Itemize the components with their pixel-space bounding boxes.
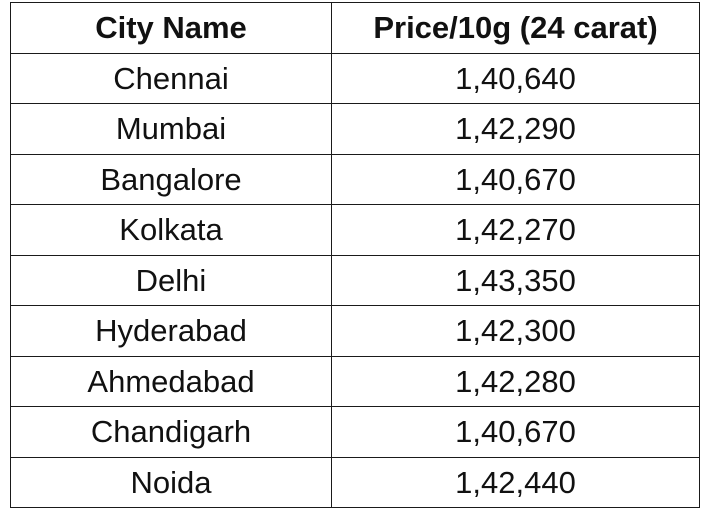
city-cell: Delhi [10,254,332,306]
price-cell: 1,40,670 [331,153,700,205]
price-cell: 1,40,640 [331,52,700,104]
city-cell: Kolkata [10,204,332,256]
table-row: Ahmedabad 1,42,280 [10,355,700,407]
price-cell: 1,40,670 [331,406,700,458]
city-cell: Bangalore [10,153,332,205]
table-row: Chennai 1,40,640 [10,52,700,104]
price-cell: 1,42,300 [331,305,700,357]
price-cell: 1,42,280 [331,355,700,407]
table-row: Kolkata 1,42,270 [10,204,700,256]
price-cell: 1,42,270 [331,204,700,256]
table-row: Delhi 1,43,350 [10,254,700,306]
gold-price-table: City Name Price/10g (24 carat) Chennai 1… [10,2,700,508]
table-header-row: City Name Price/10g (24 carat) [10,2,700,54]
city-cell: Ahmedabad [10,355,332,407]
city-cell: Mumbai [10,103,332,155]
city-cell: Hyderabad [10,305,332,357]
table-row: Noida 1,42,440 [10,456,700,508]
city-cell: Chennai [10,52,332,104]
table-row: Mumbai 1,42,290 [10,103,700,155]
price-cell: 1,42,440 [331,456,700,508]
table-row: Chandigarh 1,40,670 [10,406,700,458]
price-cell: 1,43,350 [331,254,700,306]
column-header-city: City Name [10,2,332,54]
column-header-price: Price/10g (24 carat) [331,2,700,54]
table-row: Bangalore 1,40,670 [10,153,700,205]
table-row: Hyderabad 1,42,300 [10,305,700,357]
city-cell: Noida [10,456,332,508]
city-cell: Chandigarh [10,406,332,458]
price-cell: 1,42,290 [331,103,700,155]
